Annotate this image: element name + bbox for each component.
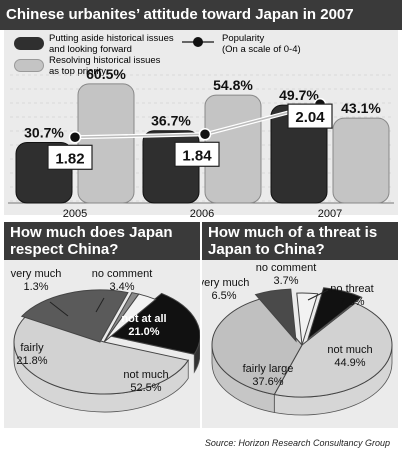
pie-slice-label: very much [11, 268, 62, 280]
pie-slice-value: 21.8% [16, 355, 47, 367]
bar-value-label: 43.1% [341, 100, 381, 116]
pie-slice-label: not much [123, 369, 168, 381]
pie-slice-value: 3.4% [109, 281, 134, 293]
pie-slice [296, 292, 319, 346]
pie-slice-label: no threat [330, 283, 373, 295]
bar-value-label: 49.7% [279, 87, 319, 103]
pie-slice [273, 302, 393, 398]
pie-slice [254, 288, 297, 343]
legend-line-note: (On a scale of 0-4) [222, 44, 301, 55]
pie-slice-label: fairly [20, 342, 44, 354]
legend-swatch-light [14, 59, 44, 72]
legend-label-light: Resolving historical issues as top prior… [49, 55, 161, 77]
respect-pie-title: How much does Japan respect China? [4, 222, 200, 260]
pie-leader-line [95, 297, 105, 313]
x-tick-label: 2006 [190, 208, 214, 220]
pie-slice-value: 1.3% [23, 281, 48, 293]
popularity-label-box [287, 103, 333, 129]
pie-slice-value: 6.5% [211, 290, 236, 302]
popularity-label-box [47, 144, 93, 170]
pie-slice [108, 292, 200, 355]
legend-label-dark: Putting aside historical issues and look… [49, 33, 174, 55]
main-title: Chinese urbanites’ attitude toward Japan… [0, 0, 402, 30]
pie-slice-label: not much [327, 344, 372, 356]
pie-slice-value: 44.9% [334, 357, 365, 369]
pie-slice [13, 315, 190, 395]
pie-slice [307, 287, 363, 341]
legend-swatch-dark [14, 37, 44, 50]
pie-slice-label: no comment [256, 262, 317, 274]
popularity-value-label: 2.04 [295, 109, 325, 126]
popularity-point [68, 131, 82, 144]
pie-slice-label: not at all [121, 313, 166, 325]
popularity-point [198, 128, 212, 141]
pie-slice-value: 37.6% [252, 376, 283, 388]
x-tick-label: 2007 [318, 208, 342, 220]
legend-line-label: Popularity [222, 33, 265, 44]
pie-slice-label: very much [202, 277, 249, 289]
pie-leader-line [307, 289, 329, 301]
bar-priority [77, 83, 135, 204]
popularity-label-box [174, 141, 220, 167]
bar-chart: 30.7% 60.5% 2005 36.7% 54.8% 2006 49.7% 43.1% 20… [8, 66, 394, 220]
pie-leader-line [49, 301, 69, 317]
pie-slice [103, 293, 157, 343]
bar-priority [332, 117, 390, 204]
bar-value-label: 36.7% [151, 113, 191, 129]
pie-slice-label: fairly large [243, 363, 294, 375]
pie-slice-value: 21.0% [128, 326, 159, 338]
pie-slice-label: no comment [92, 268, 153, 280]
popularity-value-label: 1.82 [55, 150, 84, 167]
bar-value-label: 30.7% [24, 125, 64, 141]
pie-slice-value: 52.5% [130, 382, 161, 394]
x-tick-label: 2005 [63, 208, 87, 220]
pie-slice-value: 3.7% [273, 275, 298, 287]
popularity-value-label: 1.84 [182, 147, 212, 164]
threat-pie-title: How much of a threat is Japan to China? [202, 222, 398, 260]
bar-value-label: 54.8% [213, 77, 253, 93]
source-note: Source: Horizon Research Consultancy Gro… [204, 438, 390, 448]
bar-value-label: 60.5% [86, 66, 126, 82]
legend-line-marker [193, 37, 203, 47]
pie-slice-value: 7.3% [339, 296, 364, 308]
